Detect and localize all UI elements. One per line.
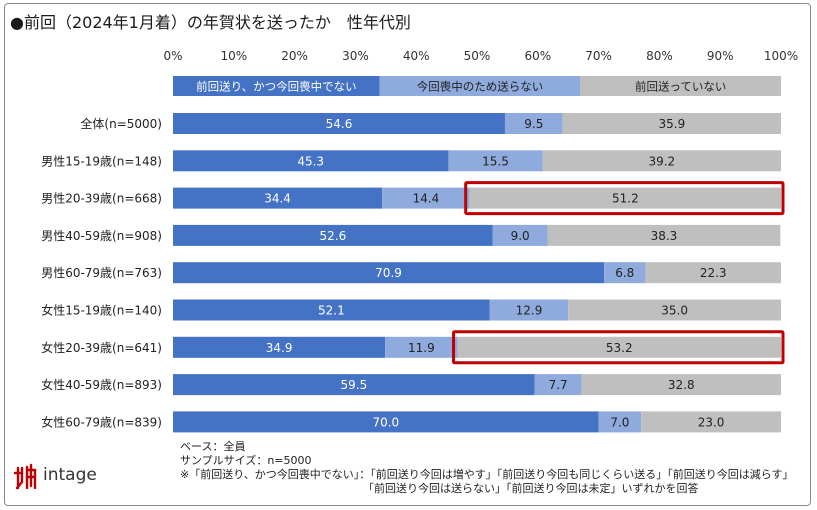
bar-value-label: 59.5: [341, 378, 368, 392]
bar-segment: [504, 113, 563, 134]
bar-segment: [562, 113, 781, 134]
x-tick-label: 10%: [220, 49, 247, 63]
category-label: 男性15-19歳(n=148): [41, 154, 162, 168]
bar-value-label: 34.9: [266, 341, 293, 355]
bar-value-label: 14.4: [413, 192, 440, 206]
bar-value-label: 53.2: [606, 341, 633, 355]
category-label: 全体(n=5000): [80, 116, 162, 131]
x-tick-label: 20%: [281, 49, 308, 63]
bar-segment: [489, 299, 569, 321]
category-label: 男性60-79歳(n=763): [41, 266, 162, 280]
footnotes: ベース：全員 サンプルサイズ：n=5000 ※「前回送り、かつ今回喪中でない」：…: [180, 440, 794, 496]
x-tick-label: 100%: [764, 49, 798, 63]
x-tick-label: 30%: [342, 49, 369, 63]
bar-value-label: 22.3: [700, 266, 727, 280]
bar-segment: [547, 224, 781, 246]
bar-value-label: 15.5: [482, 154, 509, 168]
x-tick-label: 50%: [464, 49, 491, 63]
bar-value-label: 7.7: [549, 378, 568, 392]
bar-segment: [173, 150, 449, 172]
note-definition-cont: 「前回送り今回は送らない」「前回送り今回は未定」いずれかを回答: [363, 482, 699, 495]
chart-title: ●前回（2024年1月着）の年賀状を送ったか 性年代別: [10, 13, 411, 32]
bar-value-label: 11.9: [408, 341, 435, 355]
bar-segment: [173, 224, 493, 246]
logo-text: intage: [43, 465, 97, 485]
bar-value-label: 9.5: [524, 117, 543, 131]
bar-segment: [492, 224, 548, 246]
note-definition: ※「前回送り、かつ今回喪中でない」：「前回送り今回は増やす」「前回送り今回も同じ…: [180, 468, 794, 481]
bar-segment: [542, 150, 781, 172]
bar-segment: [173, 262, 605, 284]
legend-label: 前回送り、かつ今回喪中でない: [196, 80, 357, 94]
category-label: 男性40-59歳(n=908): [41, 229, 162, 243]
legend-swatch: [379, 76, 581, 96]
bar-segment: [581, 374, 781, 396]
bar-value-label: 52.1: [318, 304, 345, 318]
legend-label: 前回送っていない: [635, 80, 726, 94]
x-tick-label: 0%: [163, 49, 182, 63]
bar-segment: [457, 336, 781, 358]
bar-segment: [173, 187, 383, 209]
note-sample-size: サンプルサイズ：n=5000: [180, 454, 312, 467]
bar-value-label: 70.0: [372, 415, 399, 429]
note-base: ベース：全員: [180, 440, 246, 453]
category-label: 女性20-39歳(n=641): [41, 340, 162, 355]
x-tick-label: 60%: [524, 49, 551, 63]
bar-segment: [173, 374, 535, 396]
bar-value-label: 45.3: [297, 154, 324, 168]
bar-value-label: 70.9: [375, 266, 402, 280]
legend-swatch: [173, 76, 380, 96]
highlight-box: [452, 330, 785, 365]
bar-segment: [645, 262, 781, 284]
x-tick-label: 40%: [403, 49, 430, 63]
bar-value-label: 54.6: [326, 117, 353, 131]
bar-value-label: 39.2: [648, 154, 675, 168]
bar-value-label: 7.0: [610, 415, 629, 429]
x-tick-label: 90%: [707, 49, 734, 63]
bar-value-label: 32.8: [668, 378, 695, 392]
bar-segment: [641, 411, 781, 433]
bar-value-label: 35.0: [661, 304, 688, 318]
bar-segment: [604, 262, 646, 284]
x-tick-label: 70%: [585, 49, 612, 63]
bar-value-label: 23.0: [698, 415, 725, 429]
bar-value-label: 9.0: [511, 229, 530, 243]
bar-segment: [448, 150, 543, 172]
bar-value-label: 34.4: [264, 192, 291, 206]
bar-value-label: 12.9: [516, 304, 543, 318]
bar-segment: [173, 336, 386, 358]
stacked-bar-chart: 0% 10% 20% 30% 40% 50% 60% 70% 80% 90% 100% 前回送り、かつ…: [41, 49, 798, 433]
category-label: 男性20-39歳(n=668): [41, 192, 162, 206]
category-label: 女性60-79歳(n=839): [41, 414, 162, 429]
x-tick-label: 80%: [646, 49, 673, 63]
bar-value-label: 35.9: [659, 117, 686, 131]
bar-value-label: 51.2: [612, 192, 639, 206]
bar-segment: [385, 336, 458, 358]
bar-segment: [534, 374, 582, 396]
bar-segment: [173, 411, 599, 433]
legend-label: 今回喪中のため送らない: [417, 80, 544, 94]
bar-segment: [598, 411, 642, 433]
intage-logo: intage: [14, 462, 114, 492]
bar-segment: [173, 299, 490, 321]
category-label: 女性40-59歳(n=893): [41, 377, 162, 392]
bar-segment: [382, 187, 470, 209]
bar-segment: [469, 187, 781, 209]
bar-segment: [173, 113, 505, 134]
bar-segment: [568, 299, 781, 321]
highlight-box: [464, 181, 785, 216]
bar-value-label: 6.8: [615, 266, 634, 280]
legend-swatch: [580, 76, 781, 96]
bar-value-label: 52.6: [320, 229, 347, 243]
bar-value-label: 38.3: [651, 229, 678, 243]
category-label: 女性15-19歳(n=140): [41, 303, 162, 318]
intage-mark-icon: [14, 463, 37, 490]
